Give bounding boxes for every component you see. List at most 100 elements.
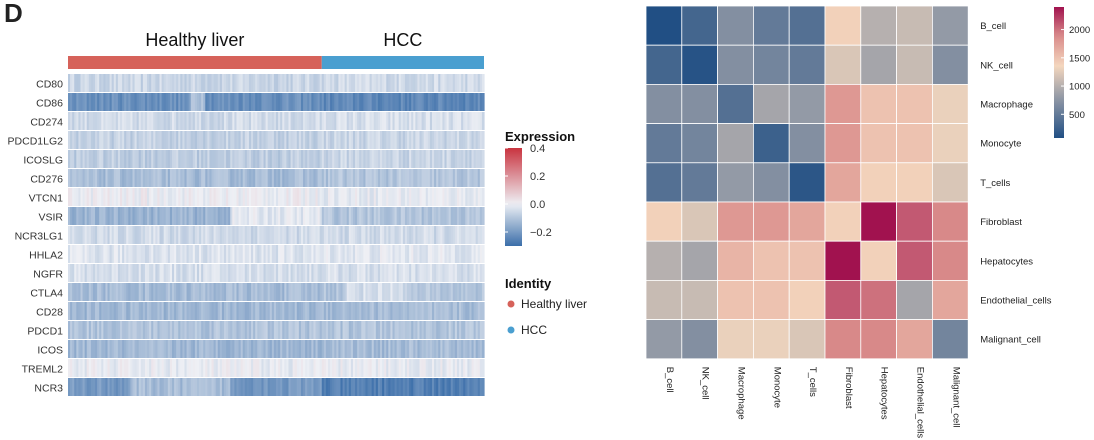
heatmap-cell bbox=[471, 188, 475, 206]
heatmap-cell bbox=[282, 112, 285, 130]
heatmap-cell bbox=[463, 207, 466, 225]
heatmap-cell bbox=[257, 359, 260, 377]
heatmap-cell bbox=[115, 226, 119, 244]
heatmap-cell bbox=[244, 112, 248, 130]
heatmap-cell bbox=[442, 264, 446, 282]
heatmap-cell bbox=[209, 226, 213, 244]
heatmap-cell bbox=[232, 264, 235, 282]
heatmap-cell bbox=[423, 112, 427, 130]
heatmap-cell bbox=[142, 245, 146, 263]
heatmap-cell bbox=[440, 74, 443, 92]
heatmap-cell bbox=[348, 169, 352, 187]
heatmap-cell bbox=[363, 264, 367, 282]
heatmap-cell bbox=[481, 169, 485, 187]
heatmap-cell bbox=[259, 283, 263, 301]
heatmap-cell bbox=[246, 131, 250, 149]
heatmap-cell bbox=[425, 378, 429, 396]
heatmap-cell bbox=[263, 169, 267, 187]
heatmap-cell bbox=[348, 264, 352, 282]
heatmap-cell bbox=[122, 340, 125, 358]
heatmap-row bbox=[68, 112, 485, 130]
heatmap-cell bbox=[407, 264, 410, 282]
heatmap-cell bbox=[134, 207, 138, 225]
heatmap-cell bbox=[290, 245, 294, 263]
heatmap-cell bbox=[461, 321, 464, 339]
heatmap-cell bbox=[348, 93, 352, 111]
heatmap-cell bbox=[172, 321, 175, 339]
heatmap-cell bbox=[213, 74, 217, 92]
heatmap-cell bbox=[296, 302, 300, 320]
heatmap-cell bbox=[288, 264, 292, 282]
heatmap-cell bbox=[384, 112, 387, 130]
heatmap-cell bbox=[120, 302, 123, 320]
heatmap-cell bbox=[259, 321, 263, 339]
heatmap-cell bbox=[194, 245, 198, 263]
heatmap-cell bbox=[230, 302, 233, 320]
heatmap-cell bbox=[82, 112, 86, 130]
heatmap-cell bbox=[350, 169, 354, 187]
heatmap-cell bbox=[255, 302, 258, 320]
matrix-cell bbox=[681, 201, 718, 242]
heatmap-cell bbox=[163, 207, 167, 225]
heatmap-cell bbox=[448, 169, 452, 187]
heatmap-cell bbox=[328, 131, 331, 149]
heatmap-cell bbox=[74, 93, 77, 111]
heatmap-cell bbox=[298, 226, 302, 244]
heatmap-cell bbox=[427, 169, 431, 187]
heatmap-cell bbox=[450, 340, 454, 358]
heatmap-cell bbox=[221, 340, 225, 358]
heatmap-cell bbox=[411, 302, 414, 320]
heatmap-cell bbox=[352, 359, 356, 377]
heatmap-cell bbox=[215, 378, 219, 396]
heatmap-cell bbox=[257, 188, 260, 206]
heatmap-cell bbox=[282, 93, 285, 111]
heatmap-cell bbox=[147, 359, 150, 377]
heatmap-cell bbox=[417, 207, 421, 225]
heatmap-cell bbox=[199, 378, 202, 396]
heatmap-cell bbox=[400, 188, 404, 206]
heatmap-cell bbox=[413, 93, 416, 111]
heatmap-cell bbox=[203, 245, 206, 263]
heatmap-cell bbox=[101, 131, 104, 149]
heatmap-cell bbox=[80, 188, 84, 206]
heatmap-cell bbox=[355, 283, 358, 301]
heatmap-cell bbox=[176, 321, 179, 339]
heatmap-cell bbox=[246, 93, 250, 111]
heatmap-cell bbox=[184, 112, 188, 130]
heatmap-cell bbox=[184, 74, 188, 92]
heatmap-cell bbox=[415, 378, 419, 396]
heatmap-cell bbox=[213, 226, 217, 244]
heatmap-cell bbox=[311, 340, 315, 358]
heatmap-cell bbox=[167, 283, 171, 301]
heatmap-cell bbox=[144, 245, 148, 263]
heatmap-cell bbox=[390, 169, 394, 187]
heatmap-cell bbox=[257, 74, 260, 92]
matrix-cell bbox=[788, 123, 826, 164]
heatmap-cell bbox=[230, 112, 233, 130]
matrix-cell bbox=[717, 162, 754, 203]
heatmap-cell bbox=[419, 359, 423, 377]
heatmap-cell bbox=[407, 245, 410, 263]
heatmap-row bbox=[68, 150, 485, 168]
heatmap-cell bbox=[467, 93, 471, 111]
heatmap-cell bbox=[375, 112, 379, 130]
heatmap-cell bbox=[219, 340, 223, 358]
heatmap-cell bbox=[113, 378, 117, 396]
heatmap-cell bbox=[199, 283, 202, 301]
heatmap-cell bbox=[151, 93, 154, 111]
heatmap-cell bbox=[74, 283, 77, 301]
heatmap-cell bbox=[394, 283, 398, 301]
heatmap-cell bbox=[217, 207, 221, 225]
heatmap-cell bbox=[479, 340, 483, 358]
heatmap-cell bbox=[388, 74, 391, 92]
heatmap-cell bbox=[271, 131, 275, 149]
heatmap-cell bbox=[357, 245, 360, 263]
heatmap-cell bbox=[402, 378, 406, 396]
heatmap-cell bbox=[373, 188, 377, 206]
heatmap-cell bbox=[419, 112, 423, 130]
heatmap-cell bbox=[246, 74, 250, 92]
heatmap-cell bbox=[319, 264, 323, 282]
heatmap-cell bbox=[101, 150, 104, 168]
heatmap-cell bbox=[157, 378, 161, 396]
heatmap-cell bbox=[68, 340, 71, 358]
